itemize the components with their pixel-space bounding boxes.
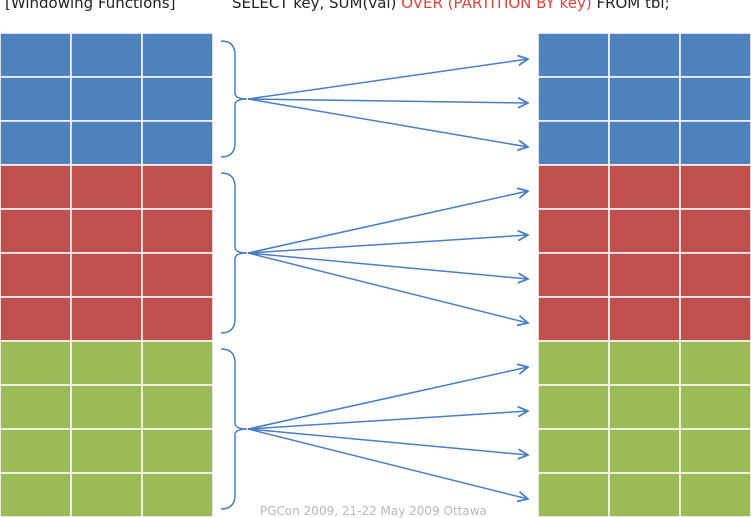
section-label: [Windowing Functions] [5,0,176,12]
input-cell-green [70,340,143,386]
output-cell-green [608,384,681,430]
output-cell-blue [537,120,610,166]
input-cell-green [70,472,143,517]
output-cell-red [679,208,751,254]
output-cell-red [537,164,610,210]
input-cell-red [70,296,143,342]
output-cell-blue [679,32,751,78]
sql-over-clause: OVER (PARTITION BY key) [401,0,592,12]
input-cell-red [0,252,72,298]
input-cell-green [0,472,72,517]
output-cell-red [608,296,681,342]
input-cell-blue [141,120,214,166]
input-cell-green [141,340,214,386]
output-cell-red [537,208,610,254]
input-cell-blue [0,32,72,78]
input-cell-blue [70,120,143,166]
input-cell-red [70,164,143,210]
input-cell-red [70,208,143,254]
input-cell-green [141,428,214,474]
brace-green [220,348,248,510]
output-cell-green [679,472,751,517]
output-cell-green [537,384,610,430]
output-cell-red [608,252,681,298]
input-cell-green [141,472,214,517]
output-cell-red [679,164,751,210]
output-cell-blue [679,76,751,122]
output-cell-red [608,164,681,210]
sql-query-prefix: SELECT key, SUM(val) [232,0,402,12]
output-cell-green [608,340,681,386]
output-cell-blue [608,32,681,78]
sql-query-suffix: FROM tbl; [591,0,670,12]
partition-braces [220,40,248,510]
input-cell-green [141,384,214,430]
output-cell-red [679,252,751,298]
output-cell-blue [537,76,610,122]
output-cell-blue [608,120,681,166]
input-cell-green [0,340,72,386]
output-cell-green [537,428,610,474]
input-cell-green [70,384,143,430]
input-cell-blue [70,32,143,78]
input-cell-red [0,164,72,210]
output-cell-blue [679,120,751,166]
sql-query: SELECT key, SUM(val) OVER (PARTITION BY … [232,0,670,13]
arrow-red [247,252,528,323]
input-cell-red [141,296,214,342]
brace-red [220,172,248,334]
arrow-red [247,252,528,279]
output-cell-green [537,472,610,517]
arrow-blue [247,99,528,103]
input-cell-red [141,252,214,298]
input-cell-blue [141,76,214,122]
partition-arrows [247,59,528,499]
input-cell-green [0,384,72,430]
input-cell-blue [70,76,143,122]
footer-text: PGCon 2009, 21-22 May 2009 Ottawa [260,504,487,518]
input-cell-blue [0,76,72,122]
arrow-green [247,428,528,455]
input-cell-red [141,208,214,254]
output-cell-red [537,296,610,342]
arrow-green [247,411,528,430]
input-cell-blue [0,120,72,166]
arrow-red [247,191,528,254]
input-cell-red [141,164,214,210]
input-cell-green [0,428,72,474]
output-cell-green [679,384,751,430]
output-cell-red [537,252,610,298]
arrow-green [247,428,528,499]
brace-blue [220,40,248,158]
input-cell-red [0,208,72,254]
output-cell-blue [608,76,681,122]
output-cell-green [608,472,681,517]
arrow-green [247,367,528,430]
input-cell-green [70,428,143,474]
input-table [0,32,214,517]
arrow-red [247,235,528,254]
output-cell-red [679,296,751,342]
input-cell-red [0,296,72,342]
output-cell-blue [537,32,610,78]
output-cell-green [608,428,681,474]
output-cell-green [537,340,610,386]
arrow-blue [247,59,528,100]
input-cell-red [70,252,143,298]
output-table [537,32,751,517]
output-cell-green [679,428,751,474]
output-cell-green [679,340,751,386]
input-cell-blue [141,32,214,78]
header: [Windowing Functions] SELECT key, SUM(va… [0,0,751,28]
output-cell-red [608,208,681,254]
arrow-blue [247,98,528,147]
